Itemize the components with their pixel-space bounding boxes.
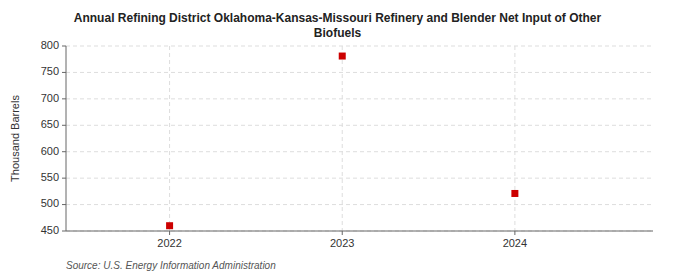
y-tick [62,178,66,179]
y-axis-line [66,46,67,231]
x-tick [342,231,343,235]
y-tick-label: 700 [41,92,59,104]
x-grid-line [342,46,343,231]
x-tick-label: 2022 [157,237,181,249]
x-tick [169,231,170,235]
x-axis-line [66,231,653,232]
y-tick-label: 500 [41,197,59,209]
y-grid-line [66,231,653,232]
y-tick-label: 550 [41,171,59,183]
axes: 450 500 550 600 650 700 750 800 2022 2023 2024 [41,39,653,249]
y-tick-label: 800 [41,39,59,51]
x-tick-label: 2023 [330,237,354,249]
y-tick [62,98,66,99]
title-line: Biofuels [314,26,362,40]
x-tick [514,231,515,235]
point [166,222,173,229]
y-grid-line [66,46,653,47]
y-tick [62,72,66,73]
title-line: Annual Refining District Oklahoma-Kansas… [74,11,602,25]
grid [66,46,653,231]
y-tick [62,151,66,152]
y-tick [62,231,66,232]
chart-svg: Annual Refining District Oklahoma-Kansas… [0,0,675,275]
points [166,53,518,230]
y-grid-line [66,204,653,205]
x-tick-label: 2024 [503,237,527,249]
y-grid-line [66,151,653,152]
y-axis-label: Thousand Barrels [9,95,21,182]
y-tick-label: 600 [41,145,59,157]
point [511,190,518,197]
source-note: Source: U.S. Energy Information Administ… [66,260,276,271]
y-grid-line [66,72,653,73]
y-tick-label: 650 [41,118,59,130]
point [339,53,346,60]
y-tick-label: 750 [41,65,59,77]
y-tick [62,204,66,205]
y-tick [62,46,66,47]
x-grid-line [514,46,515,231]
x-grid-line [169,46,170,231]
y-grid-line [66,178,653,179]
y-grid-line [66,125,653,126]
chart-title: Annual Refining District Oklahoma-Kansas… [74,11,602,40]
chart-container: Annual Refining District Oklahoma-Kansas… [0,0,675,275]
y-tick-label: 450 [41,224,59,236]
y-tick [62,125,66,126]
y-grid-line [66,98,653,99]
